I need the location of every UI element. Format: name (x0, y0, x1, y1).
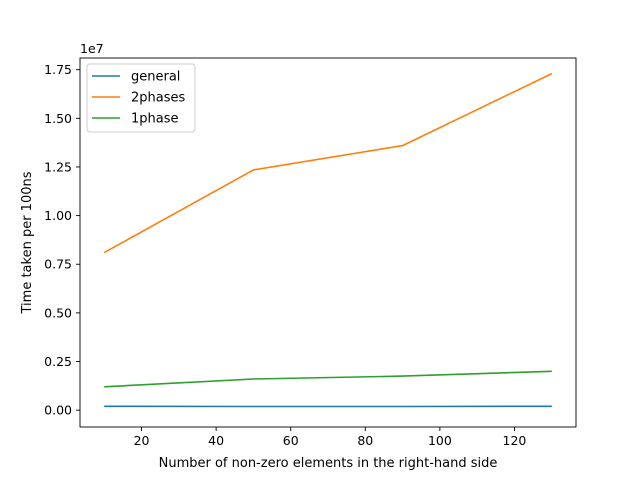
legend-label-1phase: 1phase (131, 112, 179, 127)
y-tick-label: 1.25 (44, 159, 72, 174)
y-tick-label: 0.50 (44, 305, 72, 320)
y-axis-offset-label: 1e7 (80, 41, 104, 56)
x-tick-label: 120 (503, 433, 527, 448)
x-axis-ticks: 20 40 60 80 100 120 (134, 427, 527, 448)
y-tick-label: 0.75 (44, 257, 72, 272)
y-tick-label: 0.25 (44, 354, 72, 369)
x-axis-label: Number of non-zero elements in the right… (159, 456, 498, 471)
x-tick-label: 60 (283, 433, 299, 448)
x-tick-label: 100 (428, 433, 452, 448)
legend-label-general: general (131, 70, 180, 85)
series-line-1phase (104, 370, 552, 388)
y-axis-label: Time taken per 100ns (20, 171, 35, 314)
plot-area-frame (79, 57, 577, 428)
series-lines (103, 72, 553, 408)
y-tick-label: 0.00 (44, 403, 72, 418)
x-tick-label: 20 (134, 433, 150, 448)
y-tick-label: 1.75 (44, 62, 72, 77)
x-tick-label: 40 (208, 433, 224, 448)
legend-box (86, 63, 196, 133)
y-tick-label: 1.50 (44, 111, 72, 126)
series-line-2phases (103, 72, 553, 254)
x-tick-label: 80 (357, 433, 373, 448)
y-axis-ticks: 0.00 0.25 0.50 0.75 1.00 1.25 1.50 1.75 (44, 62, 80, 418)
y-tick-label: 1.00 (44, 208, 72, 223)
legend: general 2phases 1phase (86, 63, 196, 133)
legend-label-2phases: 2phases (131, 91, 185, 106)
